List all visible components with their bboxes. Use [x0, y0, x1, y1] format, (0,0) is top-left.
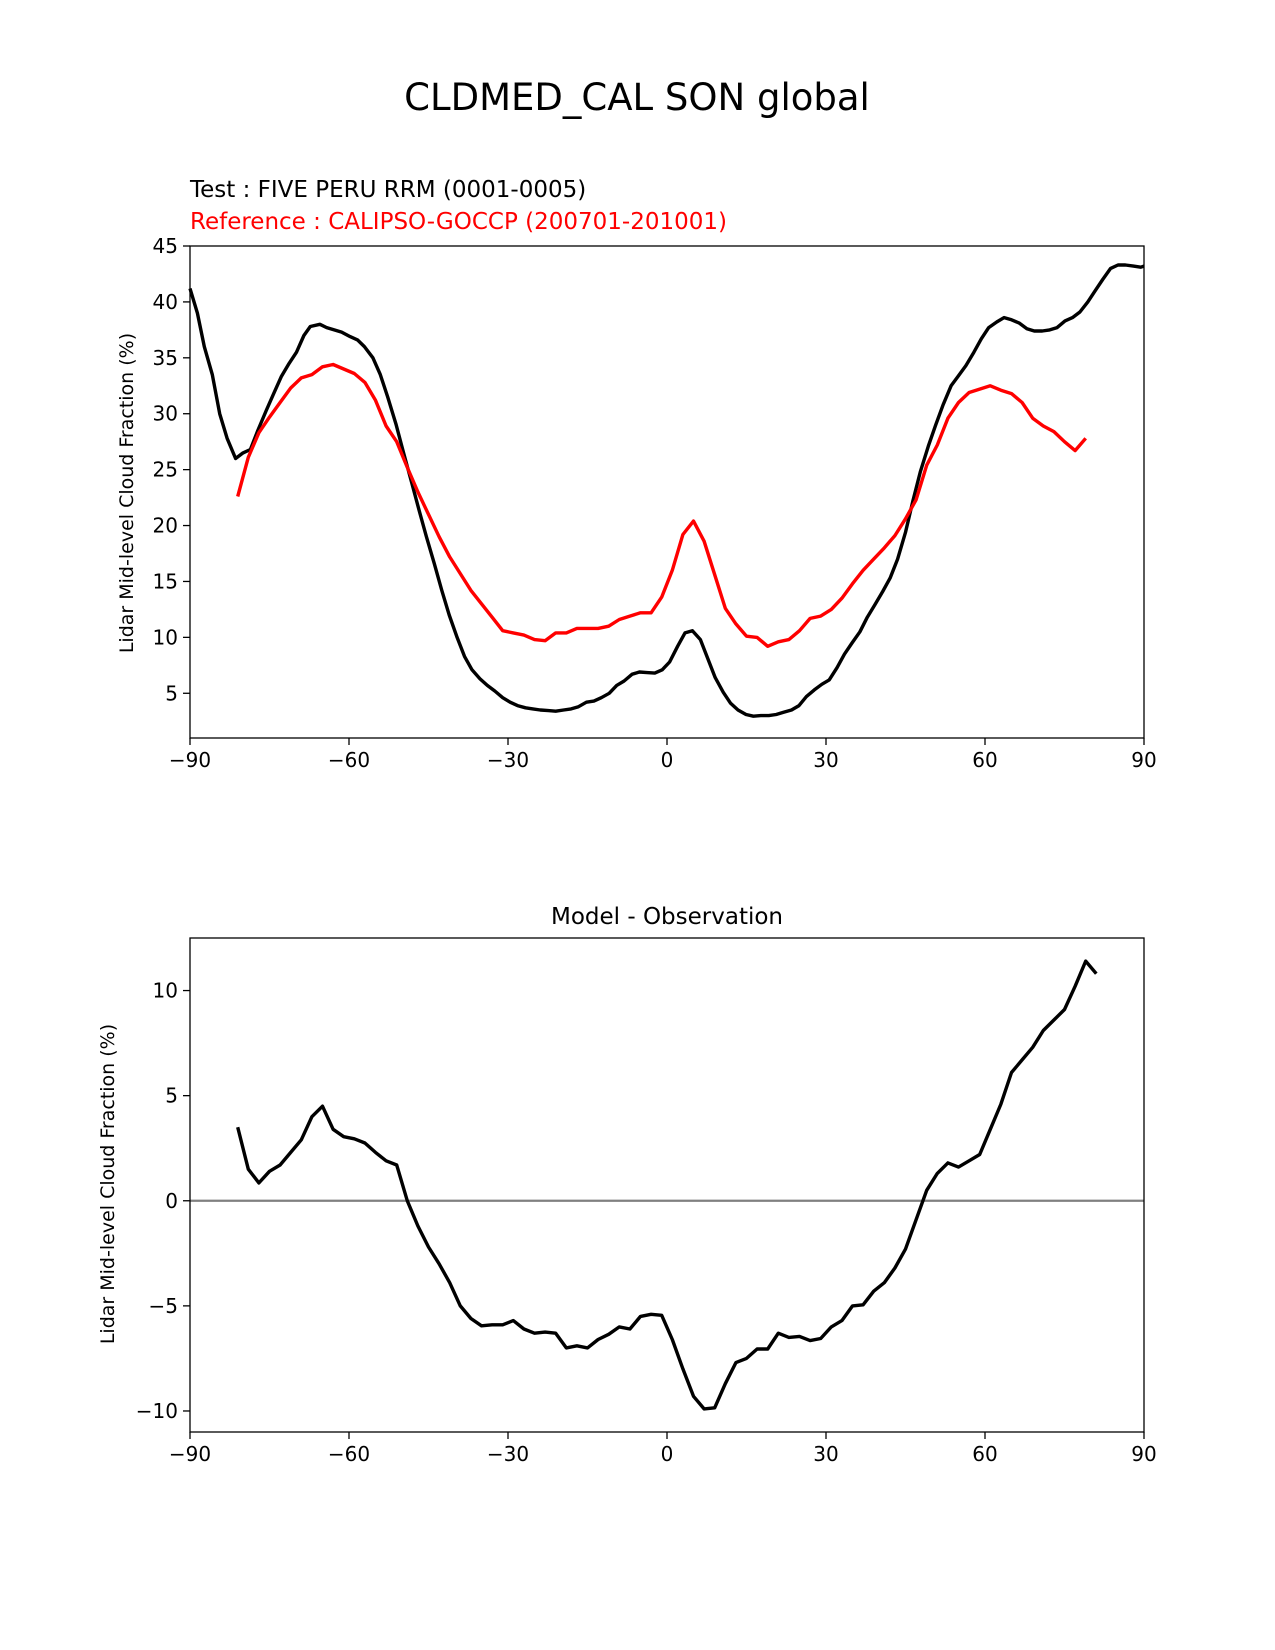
figure-title: CLDMED_CAL SON global: [404, 76, 870, 119]
bottom-y-axis-label: Lidar Mid-level Cloud Fraction (%): [97, 1024, 119, 1344]
bottom-series-line-model-observation: [236, 959, 1098, 1411]
bottom-y-tick-label: 10: [153, 979, 178, 1003]
bottom-x-ticks: −90 −60 −30 0 30 60 90: [169, 1432, 1157, 1466]
top-y-tick-label: 5: [165, 681, 178, 705]
bottom-plot-frame: [189, 937, 1145, 1433]
reference-label: Reference : CALIPSO-GOCCP (200701-201001…: [190, 209, 727, 235]
bottom-series-group: [236, 959, 1098, 1411]
top-y-tick-label: 40: [153, 290, 178, 314]
top-y-tick-label: 15: [153, 569, 178, 593]
top-y-tick-label: 20: [153, 514, 178, 538]
bottom-x-tick-label: 30: [813, 1442, 838, 1466]
top-series-line-test: [188, 263, 1145, 718]
top-x-tick-label: 60: [972, 748, 997, 772]
top-y-tick-label: 35: [153, 346, 178, 370]
top-x-tick-label: 30: [813, 748, 838, 772]
top-y-tick-label: 25: [153, 458, 178, 482]
top-y-axis-label: Lidar Mid-level Cloud Fraction (%): [116, 333, 138, 653]
top-x-tick-label: −60: [328, 748, 370, 772]
bottom-y-ticks: −10 −5 0 5 10: [136, 979, 190, 1423]
top-y-tick-label: 30: [153, 402, 178, 426]
bottom-chart-title: Model - Observation: [551, 904, 783, 930]
test-label: Test : FIVE PERU RRM (0001-0005): [189, 177, 586, 203]
bottom-y-tick-label: −5: [149, 1294, 178, 1318]
bottom-x-tick-label: 60: [972, 1442, 997, 1466]
top-y-tick-label: 10: [153, 625, 178, 649]
bottom-y-tick-label: −10: [136, 1399, 178, 1423]
top-x-tick-label: 0: [661, 748, 674, 772]
top-x-tick-label: −90: [169, 748, 211, 772]
top-x-tick-label: −30: [487, 748, 529, 772]
top-series-line-reference: [236, 362, 1087, 648]
bottom-x-tick-label: −60: [328, 1442, 370, 1466]
bottom-chart: Model - Observation Lidar Mid-level Clou…: [97, 904, 1157, 1466]
top-series-group: [188, 263, 1145, 718]
bottom-x-tick-label: 90: [1131, 1442, 1156, 1466]
top-y-ticks: 5 10 15 20 25 30 35 40 45: [153, 234, 190, 705]
top-y-tick-label: 45: [153, 234, 178, 258]
top-x-ticks: −90 −60 −30 0 30 60 90: [169, 738, 1157, 772]
bottom-x-tick-label: 0: [661, 1442, 674, 1466]
bottom-x-tick-label: −90: [169, 1442, 211, 1466]
bottom-y-tick-label: 5: [165, 1084, 178, 1108]
top-x-tick-label: 90: [1131, 748, 1156, 772]
bottom-y-tick-label: 0: [165, 1189, 178, 1213]
top-chart: Test : FIVE PERU RRM (0001-0005) Referen…: [116, 177, 1157, 772]
bottom-x-tick-label: −30: [487, 1442, 529, 1466]
top-plot-frame: [189, 245, 1145, 739]
